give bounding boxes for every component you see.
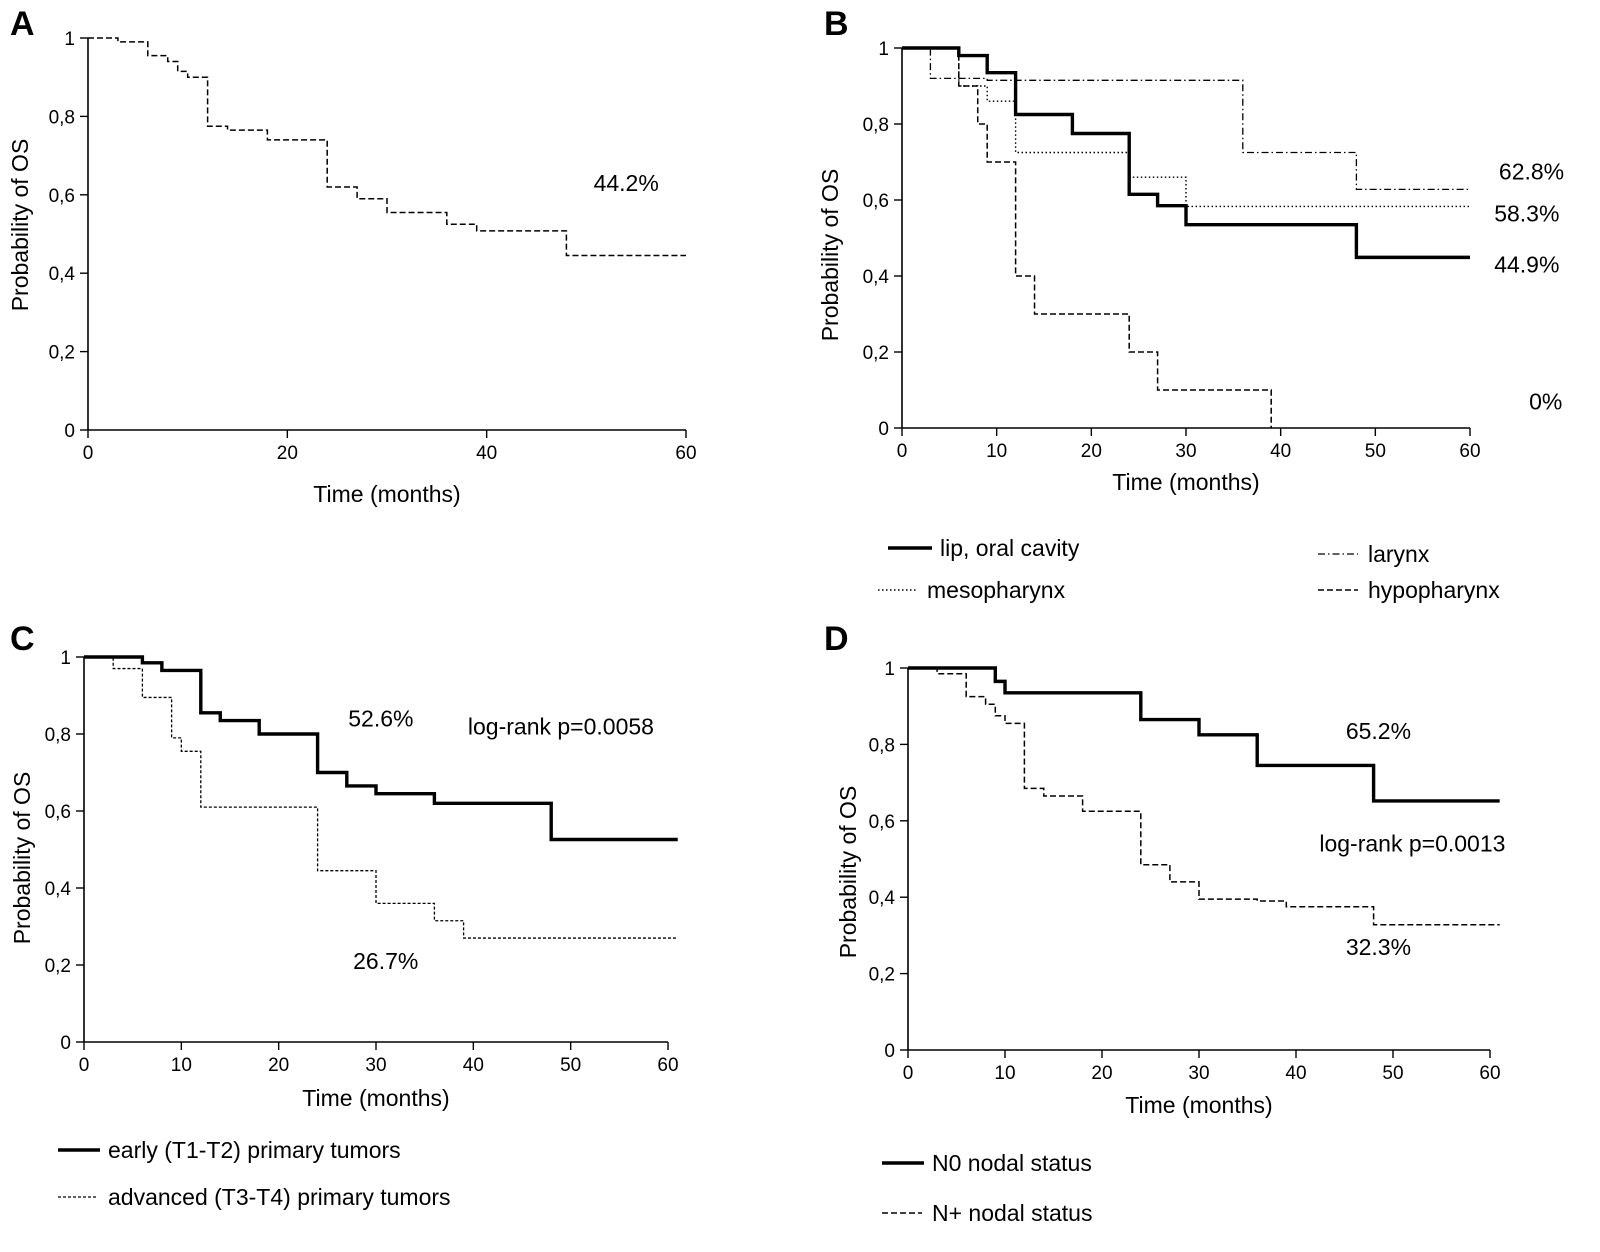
chart-a-y-tick-label: 1 [64, 29, 75, 50]
chart-d-x-axis-title: Time (months) [1125, 1092, 1272, 1118]
chart-d-series-1-line [908, 667, 1500, 926]
chart-d-annotation: log-rank p=0.0013 [1319, 831, 1505, 857]
chart-b-series-0-line [902, 46, 1470, 260]
chart-b-y-tick-label: 0 [878, 419, 889, 440]
chart-c-x-axis-title: Time (months) [302, 1085, 449, 1111]
chart-c-y-axis-title: Probability of OS [9, 772, 35, 945]
chart-a-x-tick-label: 40 [476, 443, 497, 464]
chart-d-x-tick-label: 10 [994, 1063, 1015, 1084]
chart-a-y-axis-title: Probability of OS [7, 139, 33, 312]
chart-a-annotation: 44.2% [594, 170, 659, 196]
chart-c-annotation: 26.7% [353, 948, 418, 974]
chart-c-y-tick-label: 0,6 [45, 802, 71, 823]
chart-d-annotation: 32.3% [1346, 934, 1411, 960]
chart-d-series-0-line [908, 666, 1500, 803]
chart-c-y-tick-label: 0,8 [45, 725, 71, 746]
chart-d-y-tick-label: 0 [884, 1041, 895, 1062]
chart-b-series-1-line [902, 47, 1470, 191]
chart-a-series-0-line [88, 37, 686, 257]
chart-c-x-tick-label: 20 [268, 1055, 289, 1076]
chart-a-panel-letter: A [10, 5, 35, 43]
chart-b-x-tick-label: 10 [986, 441, 1007, 462]
chart-c-x-tick-label: 0 [79, 1055, 90, 1076]
chart-c-y-tick-label: 0 [60, 1033, 71, 1054]
chart-b-panel-letter: B [824, 5, 849, 43]
chart-b-legend-label: lip, oral cavity [940, 535, 1080, 561]
chart-b-x-tick-label: 0 [897, 441, 908, 462]
chart-c-y-tick-label: 0,2 [45, 956, 71, 977]
chart-c-annotation: 52.6% [348, 706, 413, 732]
chart-b-x-tick-label: 40 [1270, 441, 1291, 462]
chart-panel-b: B 0 10 20 30 40 50 60 0 0,2 0,4 0,6 0,8 1 Time (months… [817, 5, 1564, 603]
chart-b-y-tick-label: 0,6 [863, 191, 889, 212]
chart-b-series-2-line [902, 47, 1470, 208]
chart-b-y-axis-title: Probability of OS [817, 169, 843, 342]
chart-a-y-tick-label: 0,4 [49, 264, 76, 285]
chart-c-x-tick-label: 50 [560, 1055, 581, 1076]
chart-c-series-0-line [84, 655, 678, 842]
chart-b-x-axis-title: Time (months) [1112, 469, 1259, 495]
chart-d-x-tick-label: 0 [903, 1063, 914, 1084]
chart-d-x-tick-label: 40 [1285, 1063, 1306, 1084]
chart-b-legend-label: larynx [1368, 541, 1430, 567]
chart-c-y-tick-label: 1 [60, 648, 71, 669]
chart-d-x-tick-label: 60 [1479, 1063, 1500, 1084]
chart-d-y-tick-label: 1 [884, 659, 895, 680]
chart-d-x-tick-label: 50 [1382, 1063, 1403, 1084]
chart-d-y-tick-label: 0,8 [869, 735, 895, 756]
chart-b-series-3-line [902, 47, 1272, 428]
chart-a-y-tick-label: 0 [64, 421, 75, 442]
chart-b-x-tick-label: 20 [1081, 441, 1102, 462]
chart-b-annotation: 58.3% [1494, 200, 1559, 226]
chart-b-legend-label: mesopharynx [927, 577, 1066, 603]
chart-b-y-tick-label: 0,4 [863, 267, 890, 288]
chart-c-x-tick-label: 10 [171, 1055, 192, 1076]
chart-d-panel-letter: D [824, 620, 849, 658]
chart-d-legend-label: N+ nodal status [932, 1200, 1092, 1226]
chart-panel-a: A 0 20 40 60 0 0,2 0,4 0,6 0,8 1 Time (months) Proba… [7, 5, 697, 507]
chart-b-legend-label: hypopharynx [1368, 577, 1500, 603]
chart-b-x-tick-label: 60 [1459, 441, 1480, 462]
chart-panel-c: C 0 10 20 30 40 50 60 0 0,2 0,4 0,6 0,8 1 Time (months… [9, 620, 679, 1210]
chart-b-y-tick-label: 0,8 [863, 115, 889, 136]
chart-b-y-tick-label: 1 [878, 39, 889, 60]
chart-d-y-tick-label: 0,4 [869, 888, 896, 909]
chart-a-y-tick-label: 0,8 [49, 107, 75, 128]
chart-c-series-1-line [84, 656, 678, 939]
chart-b-annotation: 0% [1529, 388, 1562, 414]
chart-d-y-tick-label: 0,6 [869, 812, 895, 833]
chart-panel-d: D 0 10 20 30 40 50 60 0 0,2 0,4 0,6 0,8 1 Time (months… [824, 620, 1505, 1226]
chart-d-y-axis-title: Probability of OS [835, 786, 861, 959]
chart-a-x-tick-label: 60 [675, 443, 696, 464]
chart-c-x-tick-label: 40 [463, 1055, 484, 1076]
chart-b-annotation: 62.8% [1499, 159, 1564, 185]
chart-a-x-axis-title: Time (months) [313, 481, 460, 507]
chart-a-x-tick-label: 0 [83, 443, 94, 464]
chart-c-y-tick-label: 0,4 [45, 879, 72, 900]
chart-b-y-tick-label: 0,2 [863, 343, 889, 364]
chart-c-legend-label: early (T1-T2) primary tumors [108, 1137, 401, 1163]
chart-c-annotation: log-rank p=0.0058 [468, 713, 654, 739]
chart-d-x-tick-label: 20 [1091, 1063, 1112, 1084]
chart-c-legend-label: advanced (T3-T4) primary tumors [108, 1184, 451, 1210]
chart-d-annotation: 65.2% [1346, 718, 1411, 744]
chart-c-panel-letter: C [10, 620, 35, 658]
chart-a-x-tick-label: 20 [277, 443, 298, 464]
chart-a-y-tick-label: 0,2 [49, 343, 75, 364]
chart-b-x-tick-label: 30 [1175, 441, 1196, 462]
chart-d-y-tick-label: 0,2 [869, 965, 895, 986]
chart-d-x-tick-label: 30 [1188, 1063, 1209, 1084]
chart-c-x-tick-label: 30 [365, 1055, 386, 1076]
chart-b-annotation: 44.9% [1494, 252, 1559, 278]
chart-d-legend-label: N0 nodal status [932, 1150, 1092, 1176]
chart-a-y-tick-label: 0,6 [49, 186, 75, 207]
chart-b-x-tick-label: 50 [1365, 441, 1386, 462]
chart-c-x-tick-label: 60 [657, 1055, 678, 1076]
